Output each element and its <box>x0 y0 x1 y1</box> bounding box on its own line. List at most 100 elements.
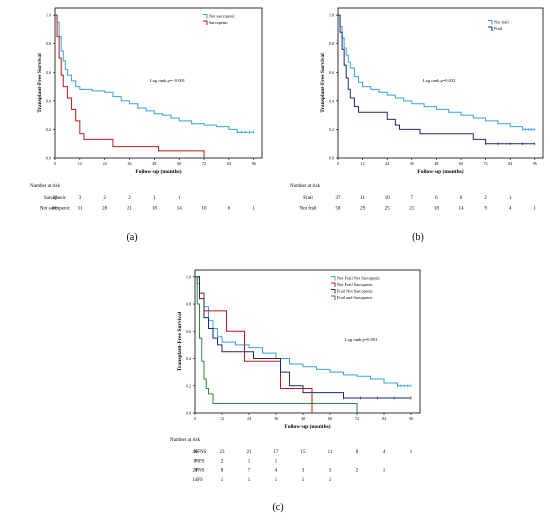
chart1-risk-value: 11 <box>360 196 365 201</box>
chart1-panel-label: (b) <box>412 232 424 243</box>
chart0-risk-value: 21 <box>127 207 133 212</box>
chart2-risk-value: 2 <box>356 469 359 474</box>
chart2-risk-value: 15 <box>301 450 307 455</box>
chart2-series-line-2 <box>195 276 411 399</box>
chart1-risk-value: 25 <box>385 207 391 212</box>
chart0-x-tick-label: 84 <box>227 161 231 166</box>
chart2-legend-swatch-2 <box>331 289 336 294</box>
chart2-risk-value: 21 <box>247 450 253 455</box>
chart2-risk-value: 11 <box>328 450 333 455</box>
chart0-risk-value: 23 <box>53 196 59 201</box>
chart1-y-axis-label: Transplant-Free Survival <box>320 53 326 113</box>
chart2-y-tick-label: 0.4 <box>186 356 191 361</box>
chart1-risk-value: 18 <box>434 207 440 212</box>
chart1-y-tick-label: 0.0 <box>329 156 334 161</box>
chart2-series-line-3 <box>195 276 358 413</box>
chart1-x-tick-label: 0 <box>337 161 339 166</box>
chart1-x-tick-label: 48 <box>434 161 438 166</box>
chart2-legend-label-0: Not Frail Not Sarcopenic <box>337 276 380 281</box>
chart0-risk-row-label: Not sarcopenic <box>40 207 71 212</box>
chart1-risk-value: 6 <box>435 196 438 201</box>
chart2-series-line-1 <box>195 276 313 413</box>
chart2-risk-value: 1 <box>221 478 224 483</box>
chart2-risk-value: 20 <box>193 469 199 474</box>
chart1-risk-value: 14 <box>459 207 465 212</box>
chart2-risk-value: 8 <box>194 459 197 464</box>
chart0-y-tick-label: 1.0 <box>46 13 51 18</box>
chart0-x-tick-label: 72 <box>202 161 206 166</box>
chart2-risk-value: 46 <box>193 450 199 455</box>
chart0-legend-label-1: Sarcopenic <box>209 20 228 25</box>
chart0-x-tick-label: 96 <box>252 161 256 166</box>
chart2-x-tick-label: 84 <box>382 416 386 421</box>
chart2-x-tick-label: 96 <box>409 416 413 421</box>
chart0-x-axis-label: Follow-up (months) <box>135 168 181 175</box>
chart0-y-tick-label: 0.8 <box>46 41 51 46</box>
chart2-risk-row-label: NFNS <box>194 450 207 455</box>
chart2-risk-value: 17 <box>274 450 280 455</box>
chart0-legend-swatch-0 <box>203 14 208 19</box>
chart2-risk-value: 8 <box>221 469 224 474</box>
chart2-x-tick-label: 0 <box>194 416 196 421</box>
chart1-risk-value: 37 <box>336 196 342 201</box>
chart2-risk-value: 3 <box>302 469 305 474</box>
chart0-x-tick-label: 12 <box>78 161 82 166</box>
chart2-risk-value: 1 <box>248 459 251 464</box>
chart0-risk-value: 2 <box>103 196 106 201</box>
chart0-x-tick-label: 60 <box>177 161 181 166</box>
chart2-risk-value: 14 <box>193 478 199 483</box>
chart0-risk-value: 1 <box>178 196 181 201</box>
chart1-y-tick-label: 0.6 <box>329 70 334 75</box>
chart1-x-tick-label: 24 <box>385 161 389 166</box>
chart1-y-tick-label: 1.0 <box>329 13 334 18</box>
chart1-legend-swatch-0 <box>488 20 493 25</box>
chart1-risk-value: 58 <box>336 207 342 212</box>
chart1-legend-swatch-1 <box>488 26 493 31</box>
chart2-legend-swatch-0 <box>331 276 336 281</box>
chart2-series-line-0 <box>195 276 411 387</box>
chart2-risk-value: 1 <box>275 478 278 483</box>
chart2-risk-table-header: Number at risk <box>170 438 200 443</box>
chart0-risk-value: 14 <box>177 207 183 212</box>
chart1-legend-label-1: Frail <box>494 26 503 31</box>
chart2-risk-value: 4 <box>383 450 386 455</box>
chart1-risk-value: 6 <box>460 196 463 201</box>
chart1-risk-row-label: Frail <box>303 196 313 201</box>
chart2-panel-label: (c) <box>272 502 283 513</box>
chart0-risk-row-label: Sarcopenic <box>44 196 67 201</box>
chart2-risk-value: 1 <box>248 478 251 483</box>
chart0-risk-value: 3 <box>79 196 82 201</box>
chart0-x-tick-label: 0 <box>54 161 56 166</box>
chart1-risk-value: 9 <box>484 207 487 212</box>
chart2-risk-value: 3 <box>329 469 332 474</box>
chart1-plot-frame <box>337 7 544 159</box>
chart0-series-line-0 <box>55 14 254 133</box>
chart2-risk-value: 1 <box>383 469 386 474</box>
chart1-legend-label-0: Not frail <box>494 20 509 25</box>
chart0-risk-value: 10 <box>202 207 208 212</box>
chart2-y-tick-label: 0.6 <box>186 329 191 334</box>
chart0-risk-value: 1 <box>252 207 255 212</box>
chart0-legend-swatch-1 <box>203 20 208 25</box>
chart2-risk-value: 1 <box>410 450 413 455</box>
chart2-risk-value: 1 <box>329 478 332 483</box>
chart0-risk-table-header: Number at risk <box>30 184 60 189</box>
chart0-y-tick-label: 0.6 <box>46 70 51 75</box>
chart0-y-axis-label: Transplant-Free Survival <box>37 53 43 113</box>
chart2-legend-swatch-1 <box>331 282 336 287</box>
chart1-x-axis-label: Follow-up (months) <box>417 168 463 175</box>
chart2-x-tick-label: 72 <box>355 416 359 421</box>
chart1-x-tick-label: 60 <box>459 161 463 166</box>
chart2-risk-value: 1 <box>275 459 278 464</box>
chart1-log-rank-annotation: Log rank p=0.032 <box>423 78 455 83</box>
chart1-y-tick-label: 0.8 <box>329 41 334 46</box>
chart0-risk-value: 28 <box>102 207 108 212</box>
chart2-y-tick-label: 0.2 <box>186 383 191 388</box>
chart2-x-tick-label: 24 <box>247 416 251 421</box>
chart0-y-tick-label: 0.0 <box>46 156 51 161</box>
chart2-y-tick-label: 1.0 <box>186 274 191 279</box>
chart2-risk-value: 23 <box>220 450 226 455</box>
chart2-plot-frame <box>194 269 421 414</box>
chart1-risk-value: 2 <box>484 196 487 201</box>
